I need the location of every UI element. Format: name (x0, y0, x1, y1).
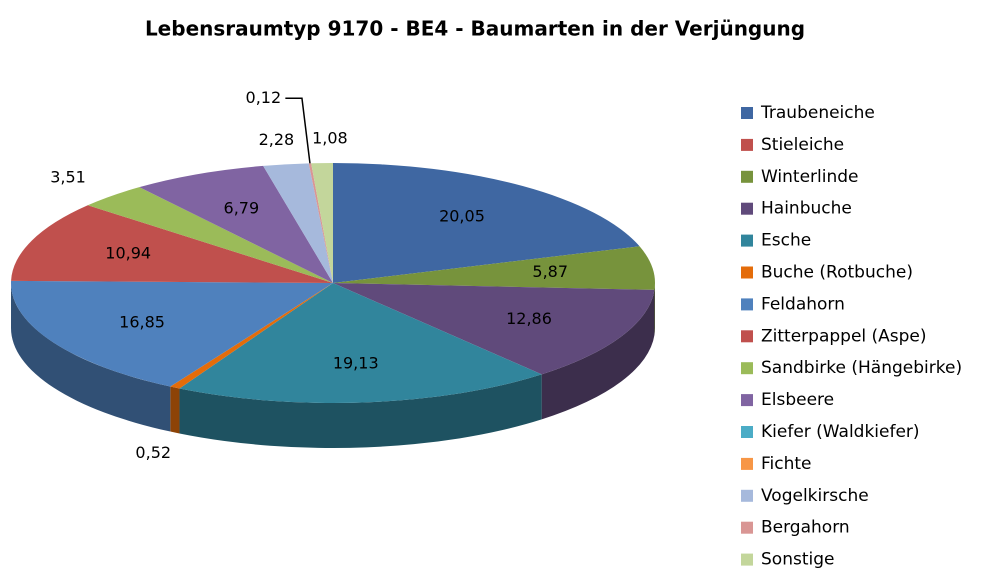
leader-line (285, 97, 311, 164)
pie-slice-side (541, 289, 655, 420)
legend-label: Bergahorn (761, 518, 850, 538)
chart-title: Lebensraumtyp 9170 - BE4 - Baumarten in … (145, 17, 805, 41)
legend-swatch (741, 521, 753, 534)
pie-slice (139, 165, 333, 283)
pie-slice-side (170, 386, 180, 434)
legend-swatch (741, 107, 753, 119)
data-label: 20,05 (439, 207, 485, 226)
legend-swatch (741, 298, 753, 311)
pie-slice-side (179, 374, 542, 448)
legend-label: Sandbirke (Hängebirke) (761, 358, 962, 378)
pie-slice (11, 205, 333, 283)
pie-slice (87, 187, 334, 283)
legend-swatch (741, 266, 753, 279)
legend-swatch (741, 457, 753, 470)
data-label: 5,87 (532, 262, 568, 281)
pie-slice (333, 283, 655, 375)
legend-label: Elsbeere (761, 390, 834, 410)
pie-slice-side (654, 283, 655, 335)
data-label: 10,94 (105, 244, 151, 263)
data-label: 0,12 (246, 88, 282, 107)
data-label: 0,52 (135, 443, 171, 462)
legend-swatch (741, 553, 753, 566)
data-label: 3,51 (50, 168, 86, 187)
data-label: 1,08 (312, 129, 348, 148)
data-label: 6,79 (224, 198, 260, 217)
legend-swatch (741, 234, 753, 247)
pie-slice (10, 280, 334, 387)
legend-label: Hainbuche (761, 199, 852, 219)
pie-slice (311, 163, 333, 283)
legend-label: Fichte (761, 454, 812, 474)
legend-label: Stieleiche (761, 135, 844, 155)
data-label: 16,85 (119, 312, 165, 331)
legend-swatch (741, 489, 753, 502)
legend-swatch (741, 426, 753, 438)
pie-slice (308, 163, 333, 283)
pie-slice (333, 163, 640, 283)
legend-label: Winterlinde (761, 167, 859, 187)
legend-label: Zitterpappel (Aspe) (761, 326, 927, 346)
legend-swatch (741, 202, 753, 215)
legend-label: Esche (761, 231, 811, 251)
data-label: 2,28 (259, 130, 295, 149)
legend-swatch (741, 170, 753, 183)
legend-swatch (741, 330, 753, 343)
pie-slice (263, 163, 333, 283)
legend-label: Traubeneiche (760, 103, 875, 123)
pie-slice-side (11, 283, 171, 432)
legend-swatch (741, 138, 753, 151)
data-label: 12,86 (506, 309, 552, 328)
legend-label: Feldahorn (761, 294, 845, 314)
legend-swatch (741, 394, 753, 407)
pie-slice (170, 283, 333, 389)
legend-label: Sonstige (761, 550, 834, 570)
legend-label: Vogelkirsche (761, 486, 869, 506)
pie-slice (333, 246, 655, 290)
legend-label: Kiefer (Waldkiefer) (761, 422, 920, 442)
pie-slice (179, 283, 542, 403)
data-label: 19,13 (333, 354, 379, 373)
legend-swatch (741, 362, 753, 375)
legend-label: Buche (Rotbuche) (761, 263, 913, 283)
